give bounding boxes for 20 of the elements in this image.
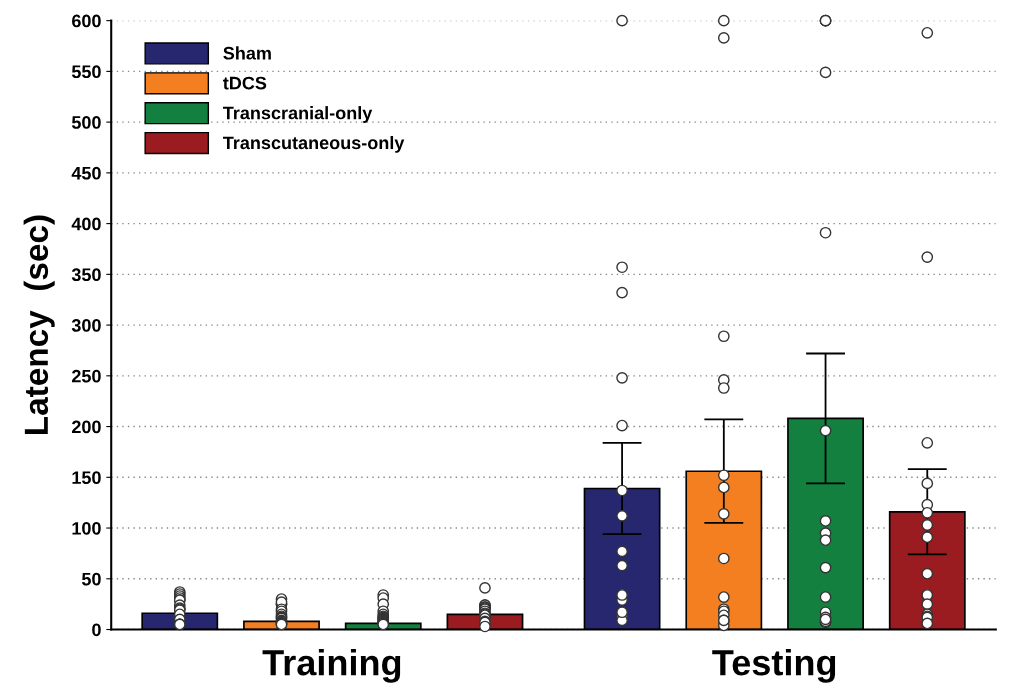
y-tick-label: 400 bbox=[71, 217, 101, 231]
x-tick-label: Training bbox=[262, 648, 401, 683]
legend-label: Transcutaneous-only bbox=[222, 135, 405, 153]
y-axis-title: Latency (sec) bbox=[23, 215, 55, 434]
y-tick-label: 550 bbox=[71, 65, 101, 79]
y-tick-label: 450 bbox=[71, 166, 101, 180]
y-tick-label: 500 bbox=[71, 116, 101, 129]
y-tick-label: 150 bbox=[72, 471, 101, 485]
y-tick-label: 100 bbox=[72, 521, 101, 535]
y-tick-label: 0 bbox=[92, 623, 101, 637]
y-tick-label: 250 bbox=[71, 369, 101, 383]
y-tick-label: 350 bbox=[71, 268, 101, 282]
legend-label: tDCS bbox=[223, 76, 267, 90]
y-tick-label: 600 bbox=[72, 14, 101, 28]
legend-label: Transcranial-only bbox=[222, 106, 373, 123]
x-tick-label: Testing bbox=[712, 648, 836, 683]
y-tick-label: 50 bbox=[81, 572, 101, 586]
y-tick-label: 300 bbox=[71, 319, 101, 332]
y-tick-label: 200 bbox=[71, 420, 101, 434]
legend-label: Sham bbox=[223, 46, 271, 60]
